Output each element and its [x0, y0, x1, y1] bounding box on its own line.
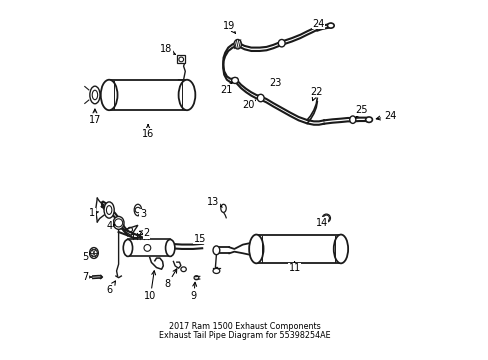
Ellipse shape: [101, 80, 117, 110]
Ellipse shape: [231, 77, 238, 84]
Text: 17: 17: [88, 109, 101, 125]
Ellipse shape: [90, 86, 100, 104]
Ellipse shape: [327, 23, 333, 28]
Text: 19: 19: [223, 21, 235, 33]
Ellipse shape: [333, 235, 347, 263]
Ellipse shape: [89, 248, 98, 258]
Bar: [177, 55, 185, 63]
Text: 2017 Ram 1500 Exhaust Components: 2017 Ram 1500 Exhaust Components: [168, 322, 320, 331]
Text: 4: 4: [106, 221, 115, 231]
Ellipse shape: [221, 204, 226, 212]
Text: 3: 3: [139, 209, 146, 219]
Ellipse shape: [178, 80, 195, 110]
Text: 9: 9: [190, 282, 196, 301]
Text: 24: 24: [311, 19, 324, 29]
Text: 15: 15: [193, 234, 205, 244]
Ellipse shape: [104, 202, 114, 218]
Text: 18: 18: [160, 44, 175, 54]
Ellipse shape: [134, 204, 142, 216]
Text: Exhaust Tail Pipe Diagram for 55398254AE: Exhaust Tail Pipe Diagram for 55398254AE: [159, 331, 329, 340]
Bar: [128, 239, 170, 256]
Ellipse shape: [213, 246, 219, 255]
Text: 13: 13: [207, 197, 222, 207]
Text: 25: 25: [354, 105, 367, 118]
Ellipse shape: [165, 239, 175, 256]
Text: 7: 7: [82, 272, 92, 282]
Text: 2: 2: [140, 228, 149, 238]
Text: 22: 22: [309, 87, 322, 101]
Text: 21: 21: [220, 82, 233, 95]
Text: 16: 16: [142, 125, 154, 139]
Ellipse shape: [257, 94, 264, 102]
Ellipse shape: [181, 267, 186, 271]
Ellipse shape: [194, 276, 199, 280]
Ellipse shape: [278, 40, 285, 47]
Text: 1: 1: [89, 208, 98, 219]
Text: 5: 5: [82, 252, 89, 262]
Ellipse shape: [249, 235, 263, 263]
Bar: [256, 235, 340, 263]
Text: 11: 11: [288, 262, 300, 273]
Ellipse shape: [213, 269, 219, 274]
Ellipse shape: [322, 214, 330, 222]
Ellipse shape: [349, 116, 355, 123]
Text: 14: 14: [315, 218, 327, 228]
Ellipse shape: [234, 40, 241, 49]
Bar: [109, 80, 186, 110]
Text: 24: 24: [375, 111, 395, 121]
Text: 10: 10: [144, 271, 156, 301]
Ellipse shape: [365, 117, 372, 122]
Ellipse shape: [113, 216, 124, 229]
Text: 8: 8: [164, 269, 177, 289]
Ellipse shape: [123, 239, 132, 256]
Text: 20: 20: [242, 100, 255, 110]
Text: 6: 6: [106, 281, 115, 294]
Text: 23: 23: [269, 78, 281, 88]
